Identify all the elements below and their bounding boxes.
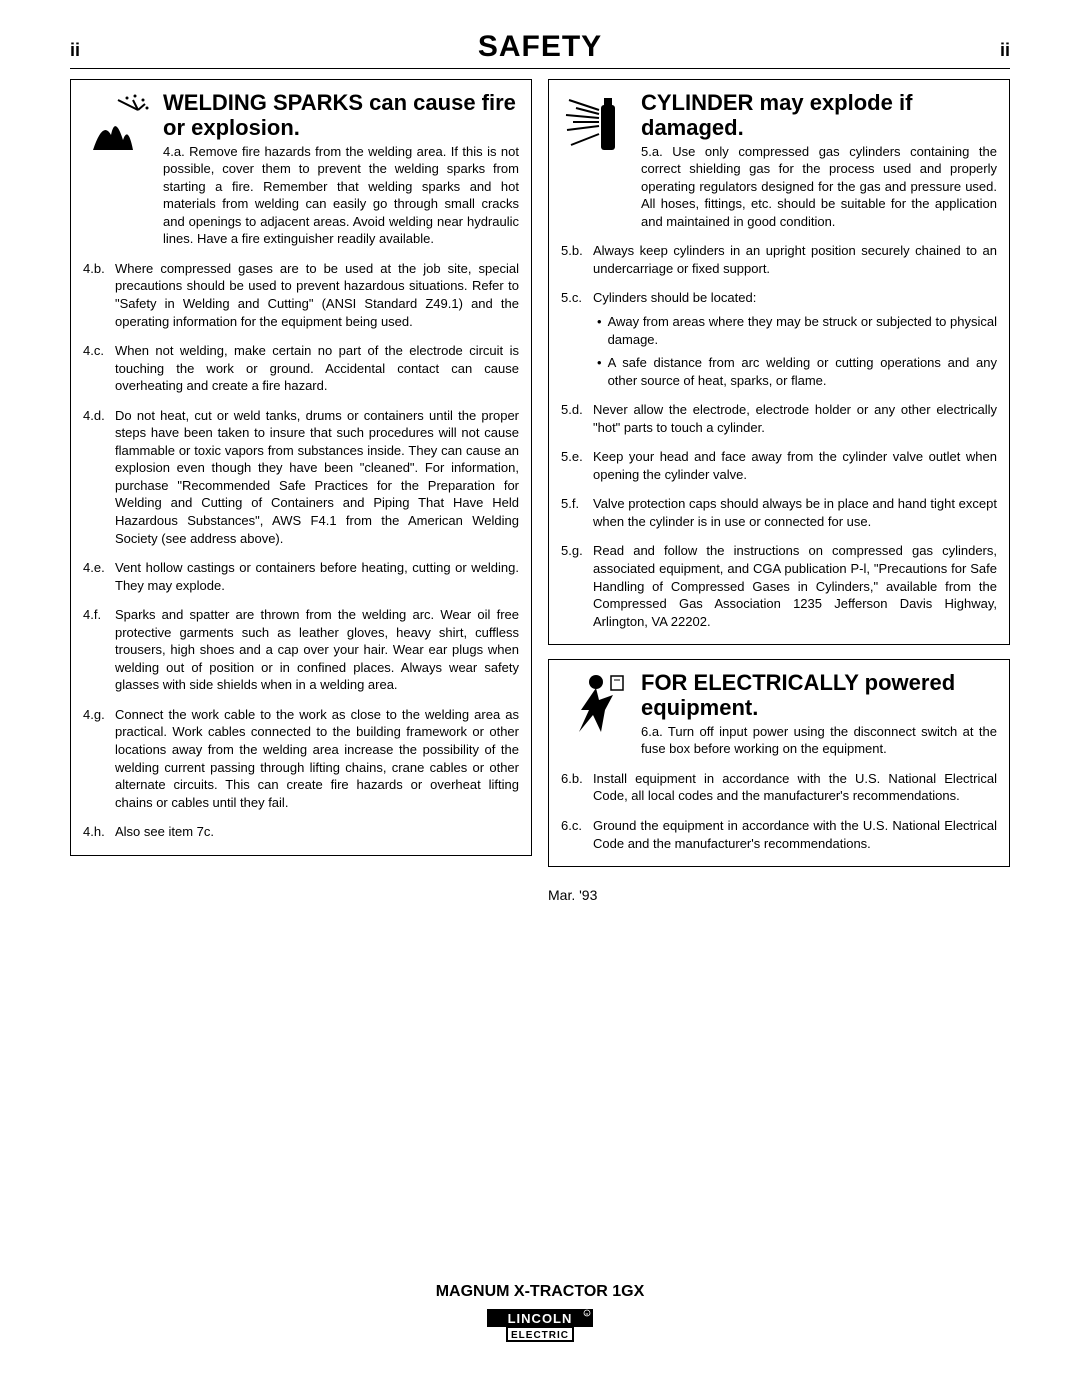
list-item: 5.b.Always keep cylinders in an upright … [561, 242, 997, 277]
page-number-left: ii [70, 40, 80, 61]
sub-bullet: •Away from areas where they may be struc… [593, 313, 997, 348]
fire-spark-icon [83, 90, 153, 160]
item-label: 4.a. [163, 144, 185, 159]
item-text: When not welding, make certain no part o… [115, 342, 519, 395]
svg-text:R: R [586, 1312, 589, 1317]
list-item: 4.c.When not welding, make certain no pa… [83, 342, 519, 395]
item-text: Read and follow the instructions on comp… [593, 542, 997, 630]
list-item: 4.d.Do not heat, cut or weld tanks, drum… [83, 407, 519, 547]
item-label: 5.g. [561, 542, 587, 630]
list-item: 4.e.Vent hollow castings or containers b… [83, 559, 519, 594]
logo-bottom-text: ELECTRIC [511, 1330, 569, 1341]
item-label: 4.g. [83, 706, 109, 811]
sub-bullet-text: Away from areas where they may be struck… [608, 313, 997, 348]
item-label: 4.f. [83, 606, 109, 694]
item-text: Never allow the electrode, electrode hol… [593, 401, 997, 436]
page-header: ii SAFETY ii [70, 30, 1010, 69]
item-text: Connect the work cable to the work as cl… [115, 706, 519, 811]
sub-bullet-text: A safe distance from arc welding or cutt… [608, 354, 997, 389]
list-item: 5.c.Cylinders should be located:•Away fr… [561, 289, 997, 389]
electric-shock-icon [561, 670, 631, 740]
item-label: 4.c. [83, 342, 109, 395]
list-item: 6.b.Install equipment in accordance with… [561, 770, 997, 805]
cylinder-box: CYLINDER may explode if damaged. 5.a. Us… [548, 79, 1010, 645]
page-number-right: ii [1000, 40, 1010, 61]
list-item: 4.b.Where compressed gases are to be use… [83, 260, 519, 330]
list-item: 4.f.Sparks and spatter are thrown from t… [83, 606, 519, 694]
lincoln-electric-logo: LINCOLN ELECTRIC R [485, 1307, 595, 1348]
footer-product: MAGNUM X-TRACTOR 1GX [70, 1283, 1010, 1301]
list-item: 5.d.Never allow the electrode, electrode… [561, 401, 997, 436]
list-item: 4.g.Connect the work cable to the work a… [83, 706, 519, 811]
welding-sparks-box: WELDING SPARKS can cause fire or explosi… [70, 79, 532, 856]
item-text: Sparks and spatter are thrown from the w… [115, 606, 519, 694]
bullet-dot-icon: • [597, 354, 602, 389]
item-text: Install equipment in accordance with the… [593, 770, 997, 805]
list-item: 5.e.Keep your head and face away from th… [561, 448, 997, 483]
item-label: 5.e. [561, 448, 587, 483]
list-item: 6.c.Ground the equipment in accordance w… [561, 817, 997, 852]
item-label: 4.d. [83, 407, 109, 547]
item-label: 4.h. [83, 823, 109, 841]
list-item: 4.h. Also see item 7c. [83, 823, 519, 841]
item-label: 5.f. [561, 495, 587, 530]
item-text: Use only compressed gas cylinders contai… [641, 144, 997, 229]
item-text: Turn off input power using the disconnec… [641, 724, 997, 757]
sub-bullet: •A safe distance from arc welding or cut… [593, 354, 997, 389]
item-label: 5.d. [561, 401, 587, 436]
item-text: Remove fire hazards from the welding are… [163, 144, 519, 247]
item-text: Keep your head and face away from the cy… [593, 448, 997, 483]
item-label: 6.b. [561, 770, 587, 805]
electrical-title: FOR ELECTRICALLY powered equipment. [641, 670, 997, 721]
item-text: Valve protection caps should always be i… [593, 495, 997, 530]
list-item: 5.f.Valve protection caps should always … [561, 495, 997, 530]
item-text: Vent hollow castings or containers befor… [115, 559, 519, 594]
content-columns: WELDING SPARKS can cause fire or explosi… [70, 79, 1010, 903]
item-label: 4.e. [83, 559, 109, 594]
item-text: Also see item 7c. [115, 823, 519, 841]
item-label: 4.b. [83, 260, 109, 330]
bullet-dot-icon: • [597, 313, 602, 348]
list-item: 5.g.Read and follow the instructions on … [561, 542, 997, 630]
right-column: CYLINDER may explode if damaged. 5.a. Us… [548, 79, 1010, 903]
item-label: 5.c. [561, 289, 587, 389]
page-title: SAFETY [478, 30, 602, 64]
electrical-box: FOR ELECTRICALLY powered equipment. 6.a.… [548, 659, 1010, 867]
welding-sparks-title: WELDING SPARKS can cause fire or explosi… [163, 90, 519, 141]
page-footer: MAGNUM X-TRACTOR 1GX LINCOLN ELECTRIC R [70, 1283, 1010, 1348]
date-note: Mar. '93 [548, 887, 1010, 903]
left-column: WELDING SPARKS can cause fire or explosi… [70, 79, 532, 903]
item-text: Ground the equipment in accordance with … [593, 817, 997, 852]
item-text: Cylinders should be located:•Away from a… [593, 289, 997, 389]
item-label: 6.a. [641, 724, 663, 739]
item-text: Do not heat, cut or weld tanks, drums or… [115, 407, 519, 547]
item-text: Where compressed gases are to be used at… [115, 260, 519, 330]
item-label: 6.c. [561, 817, 587, 852]
cylinder-title: CYLINDER may explode if damaged. [641, 90, 997, 141]
logo-top-text: LINCOLN [508, 1311, 573, 1326]
cylinder-explode-icon [561, 90, 631, 160]
item-label: 5.b. [561, 242, 587, 277]
item-text: Always keep cylinders in an upright posi… [593, 242, 997, 277]
item-label: 5.a. [641, 144, 663, 159]
